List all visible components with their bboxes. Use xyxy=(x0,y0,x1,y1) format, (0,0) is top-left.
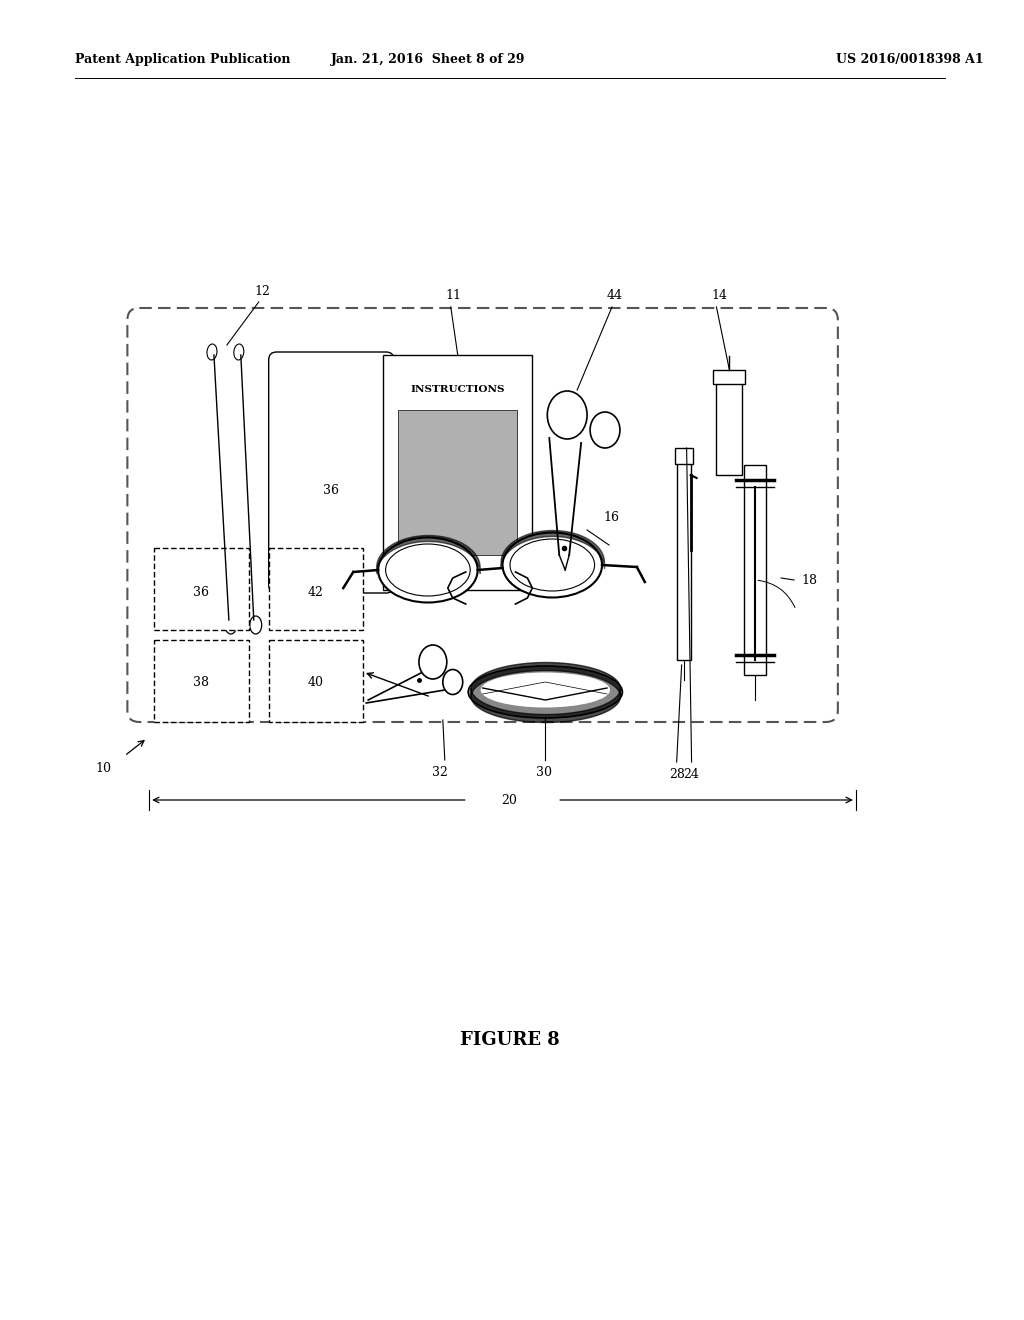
FancyBboxPatch shape xyxy=(127,308,838,722)
Text: 30: 30 xyxy=(537,766,552,779)
Text: FIGURE 8: FIGURE 8 xyxy=(460,1031,559,1049)
Bar xyxy=(675,447,692,465)
Ellipse shape xyxy=(442,669,463,694)
Ellipse shape xyxy=(480,672,610,708)
Text: 16: 16 xyxy=(603,511,618,524)
Bar xyxy=(717,375,742,475)
Ellipse shape xyxy=(207,345,217,360)
Text: Patent Application Publication: Patent Application Publication xyxy=(75,54,290,66)
Text: 36: 36 xyxy=(324,483,339,496)
Text: 36: 36 xyxy=(193,586,209,598)
FancyBboxPatch shape xyxy=(268,352,394,593)
Text: 20: 20 xyxy=(502,793,517,807)
Bar xyxy=(744,465,766,675)
Bar xyxy=(383,355,532,590)
Ellipse shape xyxy=(386,544,470,597)
Bar xyxy=(268,640,364,722)
Bar xyxy=(155,640,249,722)
Text: 38: 38 xyxy=(193,676,209,689)
Text: INSTRUCTIONS: INSTRUCTIONS xyxy=(411,385,505,395)
Ellipse shape xyxy=(547,391,587,440)
Text: 40: 40 xyxy=(307,676,324,689)
Ellipse shape xyxy=(510,539,595,591)
Ellipse shape xyxy=(419,645,446,678)
Bar xyxy=(268,548,364,630)
Bar xyxy=(155,548,249,630)
Text: 44: 44 xyxy=(607,289,623,302)
Bar xyxy=(677,459,690,660)
Ellipse shape xyxy=(233,345,244,360)
Ellipse shape xyxy=(590,412,620,447)
Ellipse shape xyxy=(225,616,237,634)
Text: 24: 24 xyxy=(684,768,699,781)
Text: 12: 12 xyxy=(255,285,270,298)
Text: 11: 11 xyxy=(445,289,462,302)
Bar xyxy=(398,411,517,554)
Text: 28: 28 xyxy=(669,768,685,781)
Text: 32: 32 xyxy=(432,766,447,779)
Ellipse shape xyxy=(503,532,602,598)
Text: US 2016/0018398 A1: US 2016/0018398 A1 xyxy=(836,54,983,66)
Ellipse shape xyxy=(468,667,623,718)
Text: Jan. 21, 2016  Sheet 8 of 29: Jan. 21, 2016 Sheet 8 of 29 xyxy=(331,54,525,66)
Text: 18: 18 xyxy=(801,573,817,586)
Ellipse shape xyxy=(378,537,477,602)
Ellipse shape xyxy=(250,616,262,634)
Text: 42: 42 xyxy=(307,586,324,598)
Text: 10: 10 xyxy=(95,762,112,775)
Bar xyxy=(714,370,745,384)
Text: 14: 14 xyxy=(712,289,727,302)
